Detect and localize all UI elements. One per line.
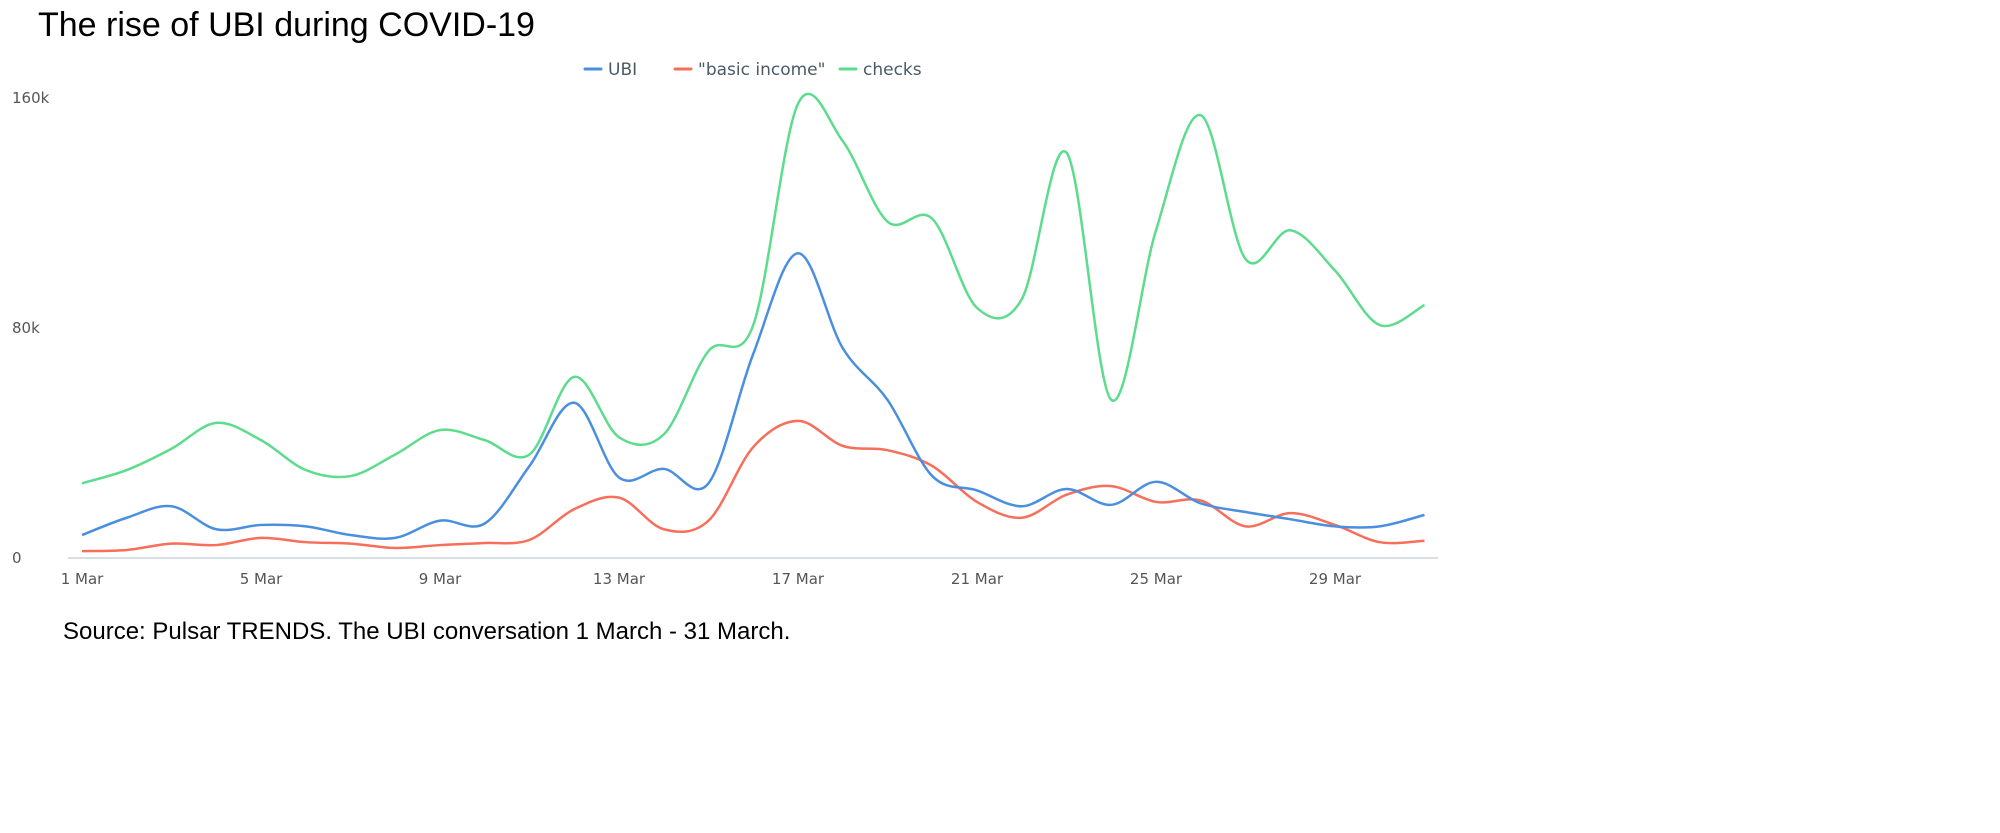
y-tick-label: 0 (12, 549, 22, 567)
x-tick-label: 9 Mar (419, 570, 462, 588)
legend-item[interactable]: checks (863, 60, 922, 80)
x-tick-label: 5 Mar (240, 570, 283, 588)
x-tick-label: 29 Mar (1309, 570, 1362, 588)
y-tick-label: 80k (12, 319, 40, 337)
x-tick-label: 1 Mar (61, 570, 104, 588)
x-tick-label: 25 Mar (1130, 570, 1183, 588)
x-tick-label: 21 Mar (951, 570, 1004, 588)
x-tick-label: 13 Mar (593, 570, 646, 588)
x-tick-label: 17 Mar (772, 570, 825, 588)
chart-title: The rise of UBI during COVID-19 (38, 6, 535, 44)
chart-source: Source: Pulsar TRENDS. The UBI conversat… (63, 618, 791, 645)
legend-item[interactable]: UBI (608, 60, 637, 80)
series-line-ubi (81, 251, 1425, 540)
legend-item[interactable]: "basic income" (698, 60, 825, 80)
y-tick-label: 160k (12, 89, 50, 107)
series-line-checks (81, 92, 1426, 485)
series-line-basicincome (81, 419, 1425, 553)
